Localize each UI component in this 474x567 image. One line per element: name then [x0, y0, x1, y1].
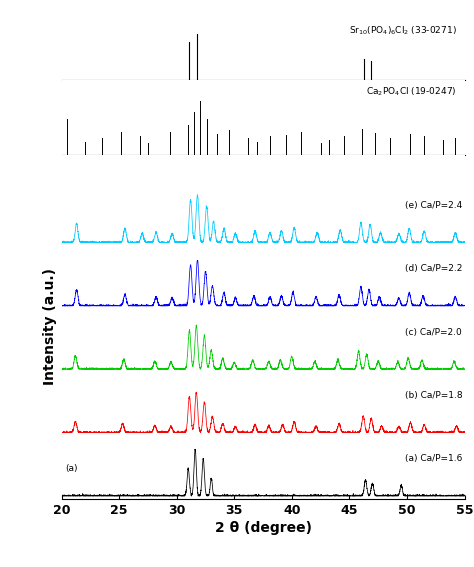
Text: (a) Ca/P=1.6: (a) Ca/P=1.6	[405, 454, 462, 463]
Y-axis label: Intensity (a.u.): Intensity (a.u.)	[44, 268, 57, 386]
Text: (b) Ca/P=1.8: (b) Ca/P=1.8	[405, 391, 462, 400]
Text: Ca$_2$PO$_4$Cl (19-0247): Ca$_2$PO$_4$Cl (19-0247)	[366, 86, 456, 98]
X-axis label: 2 θ (degree): 2 θ (degree)	[215, 521, 311, 535]
Text: (c) Ca/P=2.0: (c) Ca/P=2.0	[405, 328, 462, 337]
Text: (d) Ca/P=2.2: (d) Ca/P=2.2	[405, 264, 462, 273]
Text: (e) Ca/P=2.4: (e) Ca/P=2.4	[405, 201, 462, 210]
Text: Sr$_{10}$(PO$_4$)$_6$Cl$_2$ (33-0271): Sr$_{10}$(PO$_4$)$_6$Cl$_2$ (33-0271)	[349, 24, 456, 37]
Text: (a): (a)	[65, 464, 78, 473]
